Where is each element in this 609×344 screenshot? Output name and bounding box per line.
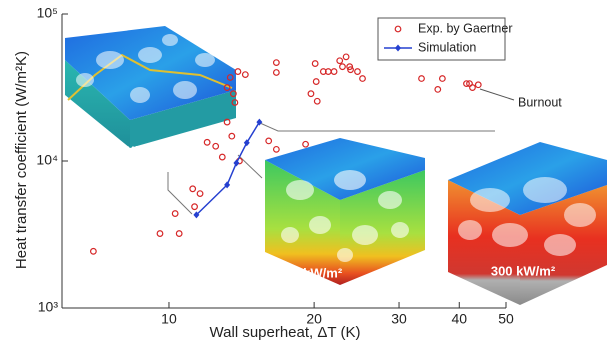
legend-marker [395,44,401,52]
exp-marker [223,84,231,91]
exp-marker [463,80,470,88]
x-tick-label: 40 [451,311,467,327]
exp-marker [156,230,164,237]
inset-50 [65,26,236,148]
exp-marker [226,74,234,81]
exp-marker [330,68,338,75]
y-axis-label: Heat transfer coefficient (W/m²K) [13,51,30,269]
exp-marker [346,63,354,71]
exp-marker [418,75,425,82]
annotation: 300 kW/m² [491,263,556,278]
exp-marker [342,53,350,61]
exp-marker [223,118,231,126]
legend-label: Simulation [418,40,476,54]
simulation-insets [65,26,607,305]
x-tick-label: 50 [498,311,514,327]
legend-box [377,17,506,61]
sim-line [195,121,261,216]
exp-marker [231,99,239,106]
exp-marker [212,142,220,150]
exp-marker [466,80,473,88]
sim-marker [256,118,263,126]
exp-marker [229,90,237,98]
exp-marker [311,60,319,67]
exp-marker [234,68,242,75]
exp-marker [347,66,354,74]
exp-marker [339,63,346,71]
exp-marker [313,97,321,105]
exp-marker [241,71,249,79]
exp-marker [434,85,442,93]
exp-marker [312,78,320,85]
exp-marker [319,68,327,75]
x-tick-label: 10 [161,311,177,327]
legend-marker [394,25,402,33]
y-tick-label: 10⁴ [36,152,58,168]
exp-marker [438,75,446,82]
inset-300 [448,142,607,305]
sim-marker [193,211,200,219]
exp-marker [272,59,280,67]
x-tick-label: 30 [391,311,407,327]
y-tick-label: 10³ [38,299,59,315]
exp-marker [336,57,344,65]
exp-marker [191,203,198,211]
exp-marker [189,185,197,193]
exp-marker [272,69,280,76]
exp-marker [175,230,183,237]
annotation: Burnout [518,95,562,109]
x-axis-label: Wall superheat, ΔT (K) [210,324,361,341]
x-tick-label: 20 [306,311,322,327]
exp-marker [171,210,179,217]
exp-marker [228,132,236,140]
legend-label: Exp. by Gaertner [418,21,513,35]
burnout-pointer [479,88,515,101]
annotation: 50 kW/m² [96,143,154,158]
exp-marker [474,81,482,89]
y-tick-label: 10⁵ [37,5,58,21]
exp-marker [272,145,280,153]
annotation: 150 kW/m² [278,265,343,280]
exp-marker [359,75,366,82]
sim-marker [233,159,240,167]
inset-150 [265,138,425,285]
exp-marker [265,137,273,145]
exp-marker [307,90,315,98]
sim-marker [243,139,250,147]
exp-marker [89,247,97,255]
exp-marker [196,190,204,198]
exp-marker [203,138,211,146]
exp-marker [302,140,309,148]
exp-marker [218,153,226,161]
sim-marker [224,181,231,189]
exp-marker [354,68,361,75]
